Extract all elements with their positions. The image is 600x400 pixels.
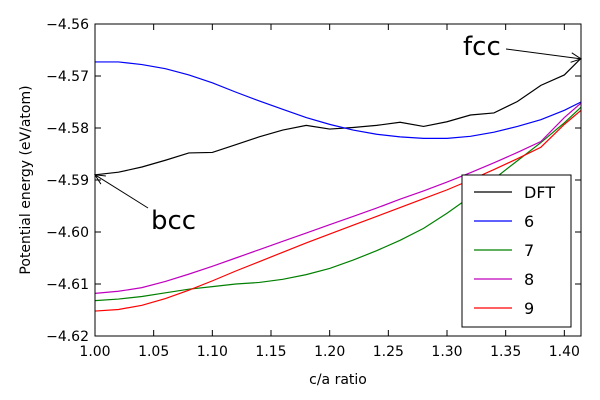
x-tick-label: 1.25 (373, 344, 404, 360)
series-line-8 (95, 102, 581, 294)
y-tick-label: −4.58 (46, 121, 89, 137)
bcc-annotation-arrowhead (94, 174, 106, 185)
plot-lines (95, 57, 581, 312)
x-axis-title: c/a ratio (309, 372, 367, 388)
y-tick-label: −4.59 (46, 173, 89, 189)
axis-tick-labels: 1.00 1.05 1.10 1.15 1.20 1.25 1.30 1.35 1.40 −4.6… (46, 17, 580, 360)
fcc-annotation-arrow (505, 48, 582, 60)
x-tick-label: 1.10 (197, 344, 228, 360)
bcc-annotation-arrow (94, 174, 149, 209)
x-tick-label: 1.00 (79, 344, 110, 360)
legend-label-8: 8 (524, 270, 534, 289)
legend-label-dft: DFT (524, 183, 555, 202)
x-tick-label: 1.40 (549, 344, 580, 360)
series-line-6 (95, 61, 581, 139)
y-tick-label: −4.62 (46, 329, 89, 345)
legend-label-6: 6 (524, 212, 534, 231)
series-line-7 (95, 106, 581, 302)
legend: DFT 6 7 8 9 (461, 174, 572, 328)
y-axis-title: Potential energy (eV/atom) (18, 85, 34, 274)
axis-ticks (94, 23, 581, 337)
y-tick-label: −4.57 (46, 69, 89, 85)
x-tick-label: 1.15 (255, 344, 286, 360)
fcc-annotation-label: fcc (463, 32, 501, 62)
legend-box (461, 174, 572, 328)
series-line-dft (95, 57, 581, 176)
bcc-annotation-label: bcc (151, 206, 196, 236)
y-tick-label: −4.61 (46, 277, 89, 293)
legend-label-9: 9 (524, 299, 534, 318)
y-tick-label: −4.60 (46, 225, 89, 241)
fcc-annotation-arrowhead (570, 52, 583, 63)
legend-label-7: 7 (524, 241, 534, 260)
y-tick-label: −4.56 (46, 17, 89, 33)
x-tick-label: 1.35 (490, 344, 521, 360)
x-tick-label: 1.20 (314, 344, 345, 360)
annotations: fcc bcc (94, 32, 583, 236)
x-tick-label: 1.30 (431, 344, 462, 360)
x-tick-label: 1.05 (138, 344, 169, 360)
series-line-9 (95, 109, 581, 312)
